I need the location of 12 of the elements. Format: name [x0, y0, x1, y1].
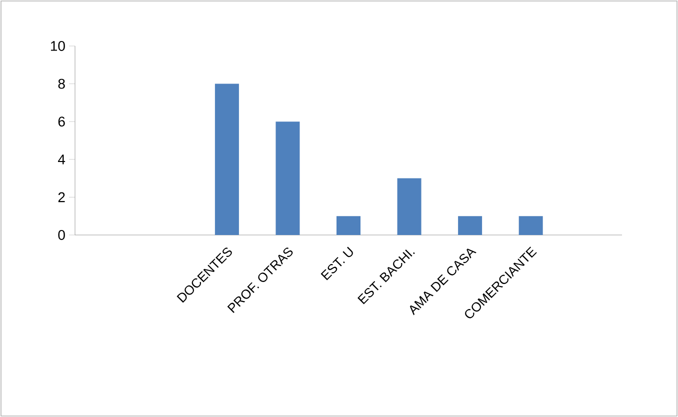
bar: [276, 122, 300, 235]
bar: [518, 216, 543, 235]
y-tick-label: 6: [58, 116, 65, 127]
bar: [458, 216, 482, 235]
y-tick-label: 0: [58, 230, 65, 240]
y-tick-label: 2: [58, 192, 65, 202]
y-tick-label: 8: [58, 78, 65, 89]
y-tick-label: 10: [50, 41, 65, 51]
bar: [336, 216, 360, 235]
y-tick-label: 4: [58, 154, 66, 164]
bar: [397, 178, 422, 235]
bar: [214, 84, 239, 235]
